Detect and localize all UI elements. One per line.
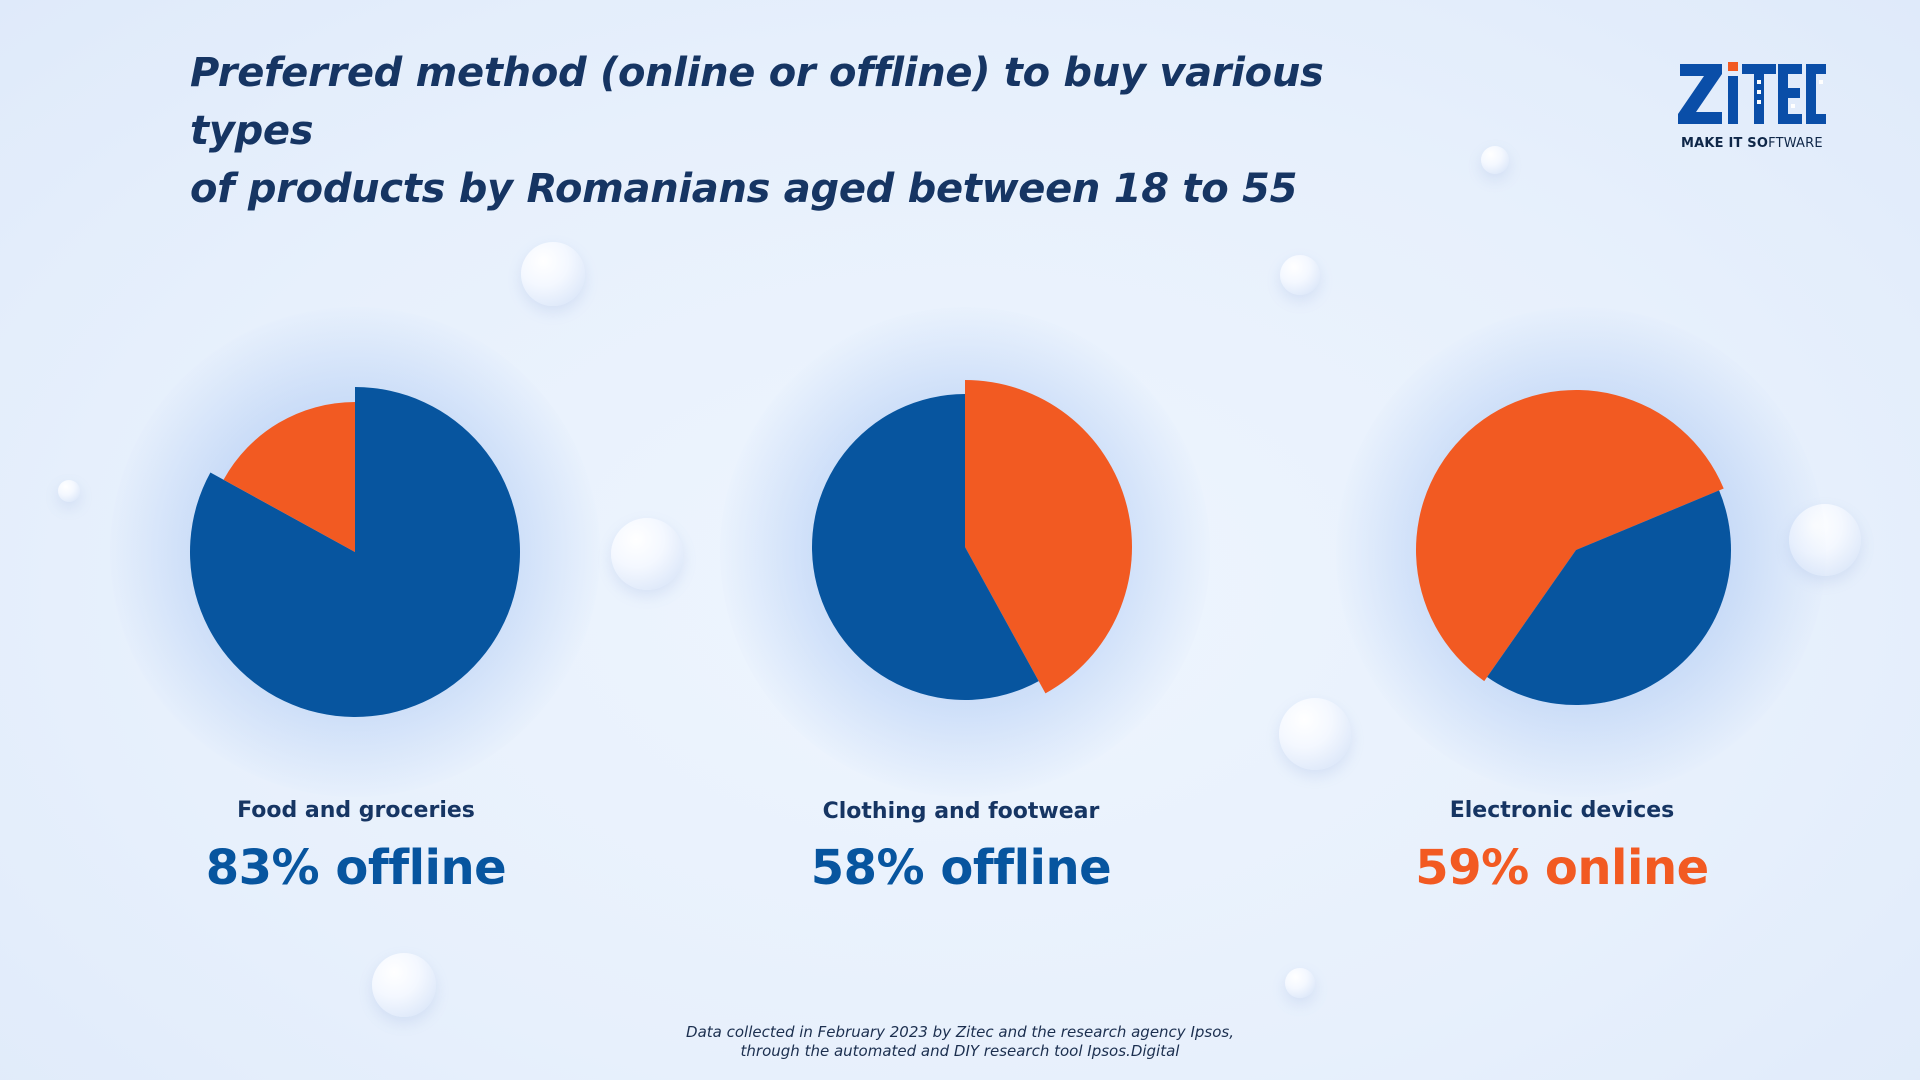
data-source-footnote: Data collected in February 2023 by Zitec… <box>560 1023 1360 1061</box>
decorative-bubble <box>1285 968 1315 998</box>
pie-slice-offline <box>189 387 520 717</box>
pie-slice-online <box>1416 389 1724 682</box>
zitec-logo: MAKE IT SOFTWARE <box>1678 60 1828 156</box>
title-line-2: of products by Romanians aged between 18… <box>190 166 1298 212</box>
title-line-1: Preferred method (online or offline) to … <box>190 50 1324 154</box>
headline-value-food: 83% offline <box>205 840 507 896</box>
pie-svg <box>1416 389 1731 705</box>
category-label-food: Food and groceries <box>237 798 475 823</box>
category-label-electronics: Electronic devices <box>1449 798 1675 823</box>
pie-chart-electronics <box>1336 307 1826 797</box>
pie-slice-offline <box>812 394 1039 700</box>
pie-slice-online <box>965 380 1132 694</box>
pie-svg <box>189 387 520 717</box>
pie-slice-online <box>223 402 355 552</box>
decorative-bubble <box>1280 255 1320 295</box>
footnote-line-1: Data collected in February 2023 by Zitec… <box>686 1023 1234 1041</box>
headline-value-clothing: 58% offline <box>810 840 1112 896</box>
pie-slice-offline <box>1487 490 1731 705</box>
page-title: Preferred method (online or offline) to … <box>190 44 1450 218</box>
decorative-bubble <box>521 242 585 306</box>
zitec-logo-mark <box>1678 62 1826 124</box>
decorative-bubble <box>1279 698 1351 770</box>
pie-svg <box>812 380 1132 700</box>
footnote-line-2: through the automated and DIY research t… <box>740 1042 1180 1060</box>
decorative-bubble <box>58 480 80 502</box>
decorative-bubble <box>611 518 683 590</box>
pie-chart-clothing <box>720 307 1210 797</box>
pie-chart-food <box>110 307 600 797</box>
category-label-clothing: Clothing and footwear <box>822 799 1100 824</box>
logo-tagline: MAKE IT SOFTWARE <box>1681 136 1823 151</box>
headline-value-electronics: 59% online <box>1415 840 1709 896</box>
decorative-bubble <box>372 953 436 1017</box>
decorative-bubble <box>1481 146 1509 174</box>
